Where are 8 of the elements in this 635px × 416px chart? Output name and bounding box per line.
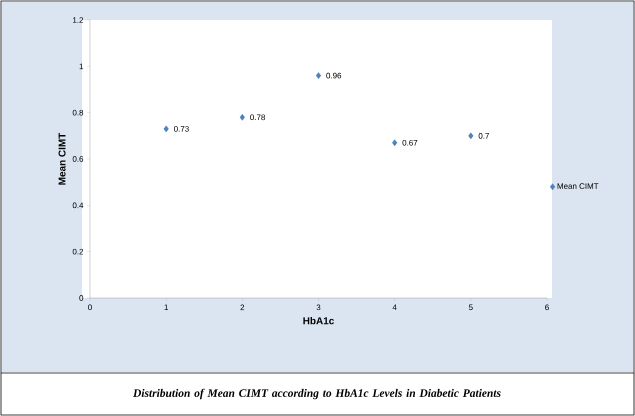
point	[392, 139, 398, 146]
point	[164, 126, 169, 132]
x-axis-title: HbA1c	[303, 316, 334, 324]
text: Distribution of Mean CIMT according to HbA1c Levels in Diabetic Patients	[132, 388, 501, 400]
y-axis-title: Mean CIMT	[58, 132, 66, 185]
point	[316, 72, 322, 79]
point	[468, 132, 474, 140]
point	[240, 114, 245, 121]
